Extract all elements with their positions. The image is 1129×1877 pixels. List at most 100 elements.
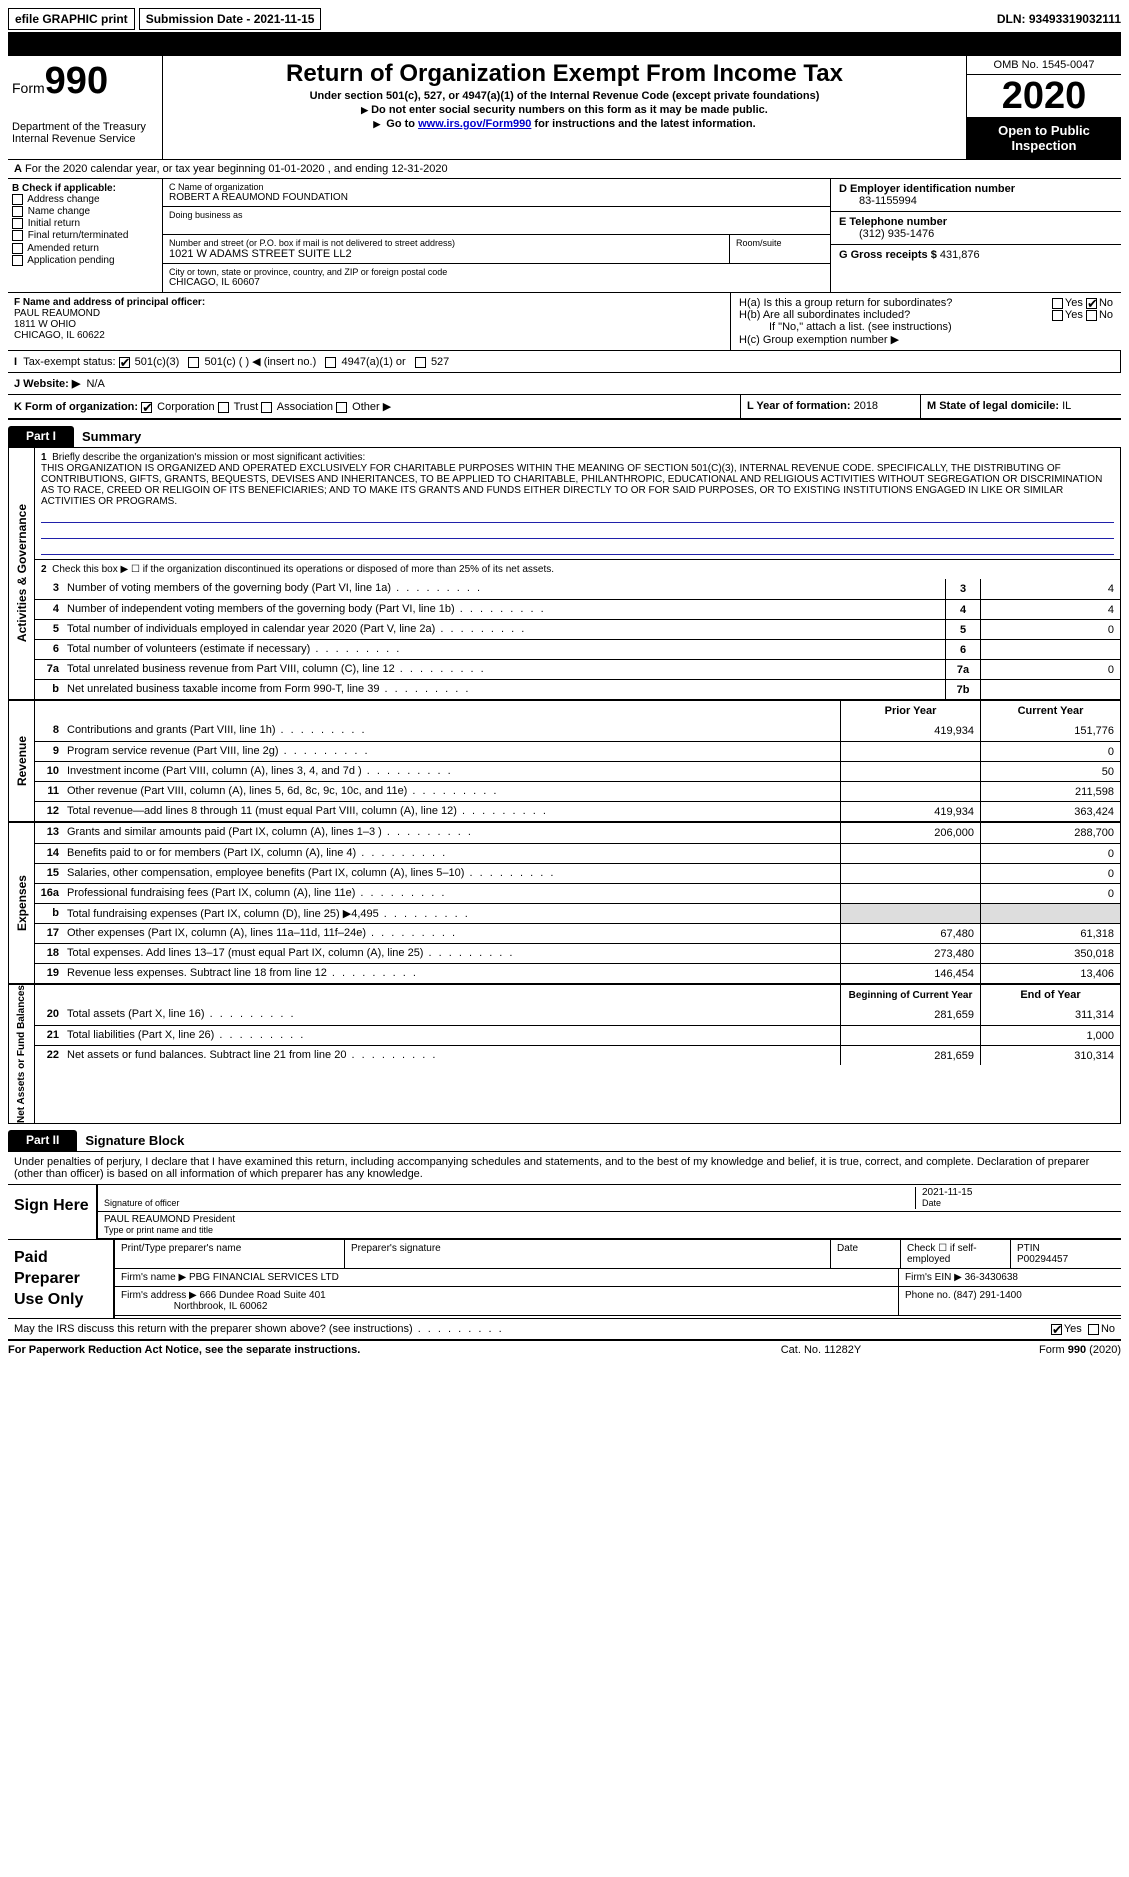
ha-no[interactable] — [1086, 298, 1097, 309]
table-row: 11Other revenue (Part VIII, column (A), … — [35, 781, 1120, 801]
form-header: Form990 Department of the Treasury Inter… — [8, 54, 1121, 159]
table-row: 6Total number of volunteers (estimate if… — [35, 639, 1120, 659]
firm-name-label: Firm's name ▶ — [121, 1272, 186, 1283]
header-left: Form990 Department of the Treasury Inter… — [8, 56, 163, 159]
chk-amended[interactable]: Amended return — [12, 243, 158, 254]
hb-no[interactable] — [1086, 310, 1097, 321]
table-row: 5Total number of individuals employed in… — [35, 619, 1120, 639]
sec-revenue: Revenue Prior Year Current Year 8Contrib… — [9, 699, 1120, 821]
addr-label: Number and street (or P.O. box if mail i… — [169, 238, 723, 248]
box-l: L Year of formation: 2018 — [741, 395, 921, 418]
note2-post: for instructions and the latest informat… — [531, 118, 755, 130]
form-subtitle: Under section 501(c), 527, or 4947(a)(1)… — [171, 90, 958, 102]
declaration: Under penalties of perjury, I declare th… — [8, 1151, 1121, 1184]
uline — [41, 541, 1114, 555]
sig-officer-field[interactable]: Signature of officer — [104, 1187, 915, 1209]
gross-cell: G Gross receipts $ 431,876 — [831, 245, 1121, 273]
sig-officer-label: Signature of officer — [104, 1198, 179, 1208]
part1-header: Part I Summary — [8, 426, 1121, 447]
sig-date: 2021-11-15 — [922, 1187, 972, 1198]
irs-link[interactable]: www.irs.gov/Form990 — [418, 118, 531, 130]
hb-yes[interactable] — [1052, 310, 1063, 321]
part1-title: Summary — [74, 426, 149, 447]
vlabel-rev: Revenue — [15, 736, 29, 786]
vlabel-ag: Activities & Governance — [15, 504, 29, 642]
ha-yes[interactable] — [1052, 298, 1063, 309]
chk-name[interactable]: Name change — [12, 206, 158, 217]
k-other[interactable] — [336, 402, 347, 413]
line1: 1 Briefly describe the organization's mi… — [35, 448, 1120, 559]
m-label: M State of legal domicile: — [927, 400, 1059, 412]
chk-pending[interactable]: Application pending — [12, 255, 158, 266]
phone-label: E Telephone number — [839, 216, 947, 228]
discuss-text: May the IRS discuss this return with the… — [14, 1323, 413, 1335]
form-prefix: Form — [12, 80, 45, 96]
phone-cell: E Telephone number (312) 935-1476 — [831, 212, 1121, 245]
top-bar: efile GRAPHIC print Submission Date - 20… — [8, 8, 1121, 30]
k-trust[interactable] — [218, 402, 229, 413]
room-label: Room/suite — [730, 235, 830, 263]
chk-address[interactable]: Address change — [12, 194, 158, 205]
form-num: 990 — [45, 60, 108, 102]
chk-initial[interactable]: Initial return — [12, 218, 158, 229]
line2-text: Check this box ▶ ☐ if the organization d… — [52, 564, 554, 575]
i-527[interactable] — [415, 357, 426, 368]
vlabel-exp: Expenses — [15, 875, 29, 931]
k-label: K Form of organization: — [14, 401, 138, 413]
table-row: 21Total liabilities (Part X, line 26)1,0… — [35, 1025, 1120, 1045]
form-number: Form990 — [12, 60, 158, 103]
f-label: F Name and address of principal officer: — [14, 297, 205, 308]
discuss-yes[interactable] — [1051, 1324, 1062, 1335]
addr-cell: Number and street (or P.O. box if mail i… — [163, 235, 830, 264]
table-row: 17Other expenses (Part IX, column (A), l… — [35, 923, 1120, 943]
hb-note: If "No," attach a list. (see instruction… — [769, 321, 1113, 333]
k-assoc[interactable] — [261, 402, 272, 413]
i-501c[interactable] — [188, 357, 199, 368]
submission-box: Submission Date - 2021-11-15 — [139, 8, 322, 30]
hdr-end: End of Year — [980, 985, 1120, 1005]
prep-self[interactable]: Check ☐ if self-employed — [901, 1240, 1011, 1268]
ein-label: D Employer identification number — [839, 183, 1015, 195]
open-public: Open to Public Inspection — [967, 117, 1121, 159]
table-row: 20Total assets (Part X, line 16)281,6593… — [35, 1005, 1120, 1025]
chk-final[interactable]: Final return/terminated — [12, 230, 158, 241]
note-ssn: Do not enter social security numbers on … — [171, 104, 958, 116]
part1-tab: Part I — [8, 426, 74, 447]
table-row: 9Program service revenue (Part VIII, lin… — [35, 741, 1120, 761]
org-name: ROBERT A REAUMOND FOUNDATION — [169, 192, 824, 203]
i-501c3[interactable] — [119, 357, 130, 368]
ptin-label: PTIN — [1017, 1243, 1040, 1254]
discuss-no[interactable] — [1088, 1324, 1099, 1335]
col-d: D Employer identification number 83-1155… — [831, 179, 1121, 292]
k-corp[interactable] — [141, 402, 152, 413]
date-label: Date — [922, 1198, 941, 1208]
table-row: 7aTotal unrelated business revenue from … — [35, 659, 1120, 679]
box-j-row: J Website: ▶ N/A — [8, 372, 1121, 394]
i-label: Tax-exempt status: — [23, 356, 115, 368]
city-label: City or town, state or province, country… — [169, 267, 824, 277]
i-4947[interactable] — [325, 357, 336, 368]
table-row: 16aProfessional fundraising fees (Part I… — [35, 883, 1120, 903]
table-row: 14Benefits paid to or for members (Part … — [35, 843, 1120, 863]
dba-cell: Doing business as — [163, 207, 830, 235]
firm-name: PBG FINANCIAL SERVICES LTD — [189, 1272, 339, 1283]
sign-here-row: Sign Here Signature of officer 2021-11-1… — [8, 1184, 1121, 1239]
row-fh: F Name and address of principal officer:… — [8, 292, 1121, 350]
part2-tab: Part II — [8, 1130, 77, 1151]
table-row: 4Number of independent voting members of… — [35, 599, 1120, 619]
table-row: 13Grants and similar amounts paid (Part … — [35, 823, 1120, 843]
footer-right: Form 990 (2020) — [921, 1344, 1121, 1356]
ein-val: 83-1155994 — [859, 195, 917, 207]
box-ij: I Tax-exempt status: 501(c)(3) 501(c) ( … — [8, 350, 1121, 372]
prep-sig-label: Preparer's signature — [345, 1240, 831, 1268]
table-row: 22Net assets or fund balances. Subtract … — [35, 1045, 1120, 1065]
phone-val: (312) 935-1476 — [859, 228, 934, 240]
box-h: H(a) Is this a group return for subordin… — [731, 293, 1121, 350]
firm-ein-label: Firm's EIN ▶ — [905, 1272, 962, 1283]
j-label: J Website: ▶ — [14, 378, 80, 390]
dept-treasury: Department of the Treasury Internal Reve… — [12, 121, 158, 145]
prep-name-label: Print/Type preparer's name — [115, 1240, 345, 1268]
sec-expenses: Expenses 13Grants and similar amounts pa… — [9, 821, 1120, 983]
sign-content: Signature of officer 2021-11-15Date PAUL… — [98, 1185, 1121, 1239]
box-k: K Form of organization: Corporation Trus… — [8, 395, 741, 418]
